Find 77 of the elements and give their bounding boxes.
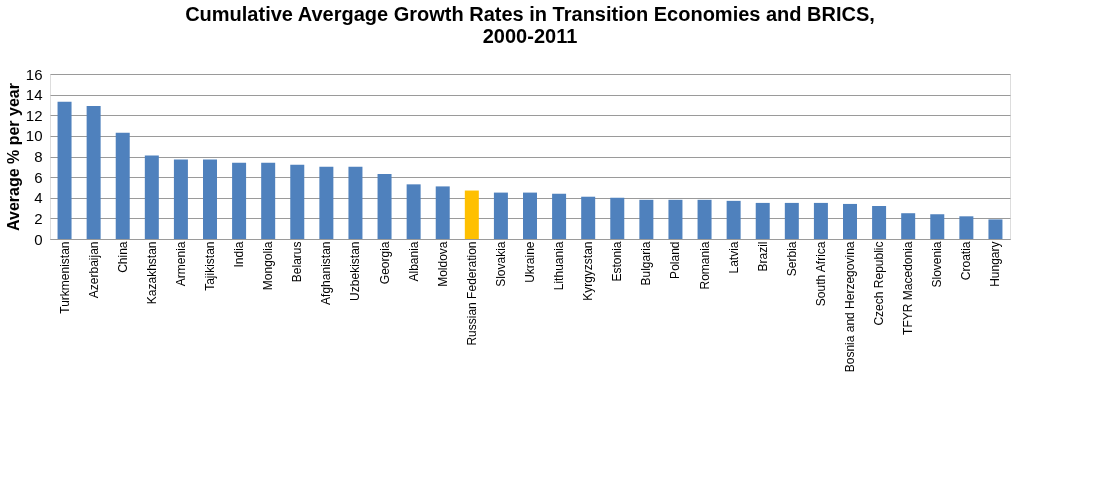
x-tick-label: Romania [697, 241, 712, 290]
bar [523, 192, 537, 239]
bar [726, 200, 741, 239]
x-tick-label: Russian Federation [464, 241, 479, 346]
bar [203, 159, 217, 239]
bar [610, 197, 625, 239]
x-tick-label: Brazil [755, 241, 770, 272]
bar [843, 203, 857, 239]
bar [813, 202, 828, 239]
y-tick-label: 4 [34, 189, 43, 207]
x-tick-label: South Africa [813, 241, 828, 307]
x-tick-label: Serbia [784, 241, 799, 277]
x-tick-label: Bosnia and Herzegovina [843, 241, 857, 373]
x-tick-label: Kyrgyzstan [581, 241, 596, 301]
x-tick-label: Ukraine [523, 241, 537, 283]
chart-title: Cumulative Avergage Growth Rates in Transition Economies and BRICS, 2000-2011 [185, 3, 875, 47]
x-tick-label: Turkmenistan [57, 241, 72, 314]
y-tick-label: 2 [34, 209, 43, 227]
bar [464, 190, 479, 239]
x-tick-label: Uzbekistan [348, 241, 363, 301]
bar [144, 155, 159, 239]
x-tick-label: Moldova [435, 241, 450, 287]
bar [435, 186, 450, 239]
bar [668, 199, 683, 239]
x-tick-label: Slovakia [493, 241, 508, 287]
x-tick-label: TFYR Macedonia [901, 241, 916, 335]
x-tick-label: Albania [406, 241, 421, 282]
x-tick-label: Afghanistan [319, 241, 334, 305]
y-tick-label: 10 [25, 127, 43, 145]
x-tick-label: Georgia [377, 241, 392, 285]
x-tick-label: Belarus [290, 241, 305, 283]
x-tick-label: Bulgaria [639, 241, 654, 286]
x-tick-label: Kazakhstan [144, 241, 159, 305]
x-tick-label: Latvia [726, 241, 741, 274]
bar [552, 193, 567, 239]
x-tick-label: Czech Republic [872, 241, 887, 326]
bar [901, 213, 916, 239]
bar [319, 166, 334, 239]
bar [581, 196, 596, 239]
bar [784, 202, 799, 239]
y-tick-label: 0 [34, 230, 43, 248]
bar [988, 219, 1003, 239]
bar [115, 132, 130, 239]
y-tick-label: 12 [25, 106, 43, 124]
bar [348, 166, 363, 239]
y-tick-label: 16 [25, 65, 43, 83]
y-tick-label: 14 [25, 86, 43, 104]
x-tick-label: Hungary [988, 241, 1003, 287]
x-tick-label: Slovenia [930, 241, 945, 288]
x-tick-label: Mongolia [261, 241, 276, 291]
x-tick-label: Estonia [610, 241, 625, 282]
x-tick-label: Armenia [173, 241, 188, 287]
y-axis-title: Average % per year [4, 83, 22, 231]
bar [173, 159, 188, 239]
bar [57, 101, 72, 239]
bar [377, 174, 392, 239]
x-tick-label: Lithuania [552, 241, 567, 291]
bar [959, 216, 974, 239]
y-tick-label: 6 [34, 168, 43, 186]
bar [406, 184, 421, 239]
bar [697, 199, 712, 239]
bar [872, 206, 887, 239]
bar [930, 214, 945, 239]
x-tick-label: Azerbaijan [86, 241, 101, 299]
bar [493, 192, 508, 239]
x-tick-label: Poland [668, 241, 683, 279]
bar [261, 162, 276, 239]
x-tick-label: China [115, 241, 130, 273]
bar [232, 162, 247, 239]
x-tick-label: Tajikistan [203, 241, 217, 291]
bar [290, 164, 305, 239]
x-tick-label: Croatia [959, 241, 974, 281]
x-tick-label: India [232, 241, 247, 268]
y-tick-label: 8 [34, 148, 43, 165]
bar [639, 199, 654, 239]
bar [86, 105, 101, 239]
bar [755, 202, 770, 239]
